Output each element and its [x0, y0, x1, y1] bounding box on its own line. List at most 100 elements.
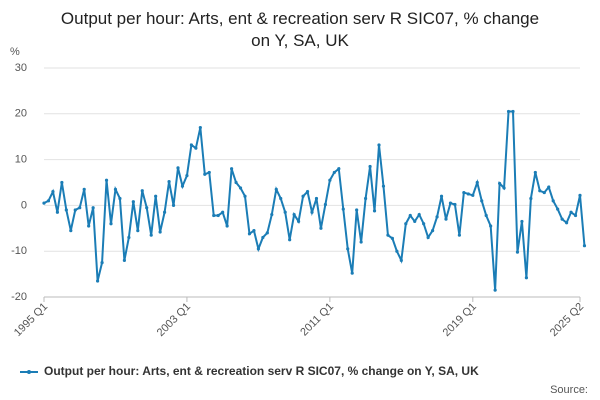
data-point [158, 230, 162, 234]
data-point [73, 208, 77, 212]
data-point [252, 228, 256, 233]
data-point [265, 231, 269, 235]
x-tick-label: 2011 Q1 [298, 301, 336, 339]
y-tick-label: 30 [15, 62, 27, 74]
y-tick-label: 20 [15, 108, 27, 120]
y-axis-label: % [10, 46, 20, 58]
data-point [225, 224, 229, 228]
data-point [305, 190, 310, 194]
data-point [453, 202, 457, 207]
y-tick-label: 10 [15, 154, 27, 166]
data-point [533, 170, 537, 175]
data-point [565, 221, 569, 225]
data-point [288, 238, 292, 242]
data-point [466, 192, 470, 196]
data-point [234, 180, 238, 185]
data-point [118, 196, 122, 201]
data-point [91, 206, 95, 210]
data-point [547, 185, 551, 189]
data-point [457, 233, 461, 237]
data-point [404, 222, 408, 226]
data-point [413, 219, 417, 224]
data-point [431, 228, 435, 233]
data-point [42, 201, 46, 205]
data-point [203, 172, 207, 176]
data-point [475, 180, 479, 185]
x-tick-label: 2003 Q1 [155, 301, 193, 339]
data-point [337, 167, 341, 171]
data-point [319, 226, 323, 230]
data-point [221, 210, 225, 214]
data-point [350, 271, 354, 275]
data-point [489, 224, 493, 228]
data-point [104, 178, 109, 182]
x-tick-label: 2025 Q2 [548, 301, 586, 339]
data-point [96, 279, 100, 283]
data-point [368, 164, 372, 169]
data-point [422, 222, 426, 226]
data-point [51, 190, 55, 194]
data-point [395, 249, 399, 253]
data-point [216, 213, 220, 218]
data-point [109, 222, 113, 226]
data-point [582, 244, 587, 248]
data-point [185, 174, 189, 178]
data-point [524, 276, 529, 280]
data-point [292, 212, 296, 217]
data-point [323, 202, 327, 207]
data-point [189, 143, 193, 147]
data-point [314, 196, 319, 201]
data-point [194, 146, 198, 150]
data-point [69, 228, 73, 233]
data-point [154, 194, 158, 198]
source: Source: [550, 384, 588, 396]
data-point [87, 224, 91, 228]
data-point [484, 213, 488, 218]
data-point [180, 184, 185, 188]
data-point [538, 189, 542, 193]
data-point [364, 196, 368, 201]
data-point [328, 178, 332, 182]
data-point [332, 170, 336, 175]
data-point [113, 187, 118, 191]
data-point [131, 200, 135, 204]
data-point [55, 210, 60, 214]
data-point [399, 258, 403, 262]
data-point [520, 219, 524, 224]
data-point [256, 247, 260, 251]
data-point [171, 203, 176, 207]
data-point [569, 210, 573, 214]
data-point [238, 186, 243, 190]
data-point [136, 228, 140, 233]
data-point [78, 206, 82, 210]
data-point [390, 236, 394, 240]
data-point [279, 196, 283, 201]
data-point [283, 210, 287, 214]
data-point [274, 187, 278, 191]
data-point [60, 180, 64, 185]
data-point [243, 194, 247, 198]
data-point [435, 215, 439, 219]
data-point [100, 261, 104, 265]
data-point [346, 247, 350, 251]
data-point [355, 208, 359, 212]
data-point [261, 235, 265, 240]
data-point [176, 166, 180, 170]
data-point [448, 201, 453, 205]
x-tick-label: 1995 Q1 [12, 301, 50, 339]
data-point [506, 109, 511, 114]
data-point [426, 235, 430, 240]
data-point [381, 184, 386, 188]
data-point [560, 217, 564, 221]
data-point [372, 209, 377, 213]
x-tick-label: 2019 Q1 [441, 301, 479, 339]
data-point [502, 186, 506, 190]
data-point [230, 167, 234, 171]
data-point [359, 240, 363, 244]
y-tick-label: -20 [11, 291, 27, 303]
data-point [149, 233, 153, 237]
data-point [480, 199, 484, 203]
data-point [270, 212, 274, 217]
data-point [198, 125, 202, 130]
